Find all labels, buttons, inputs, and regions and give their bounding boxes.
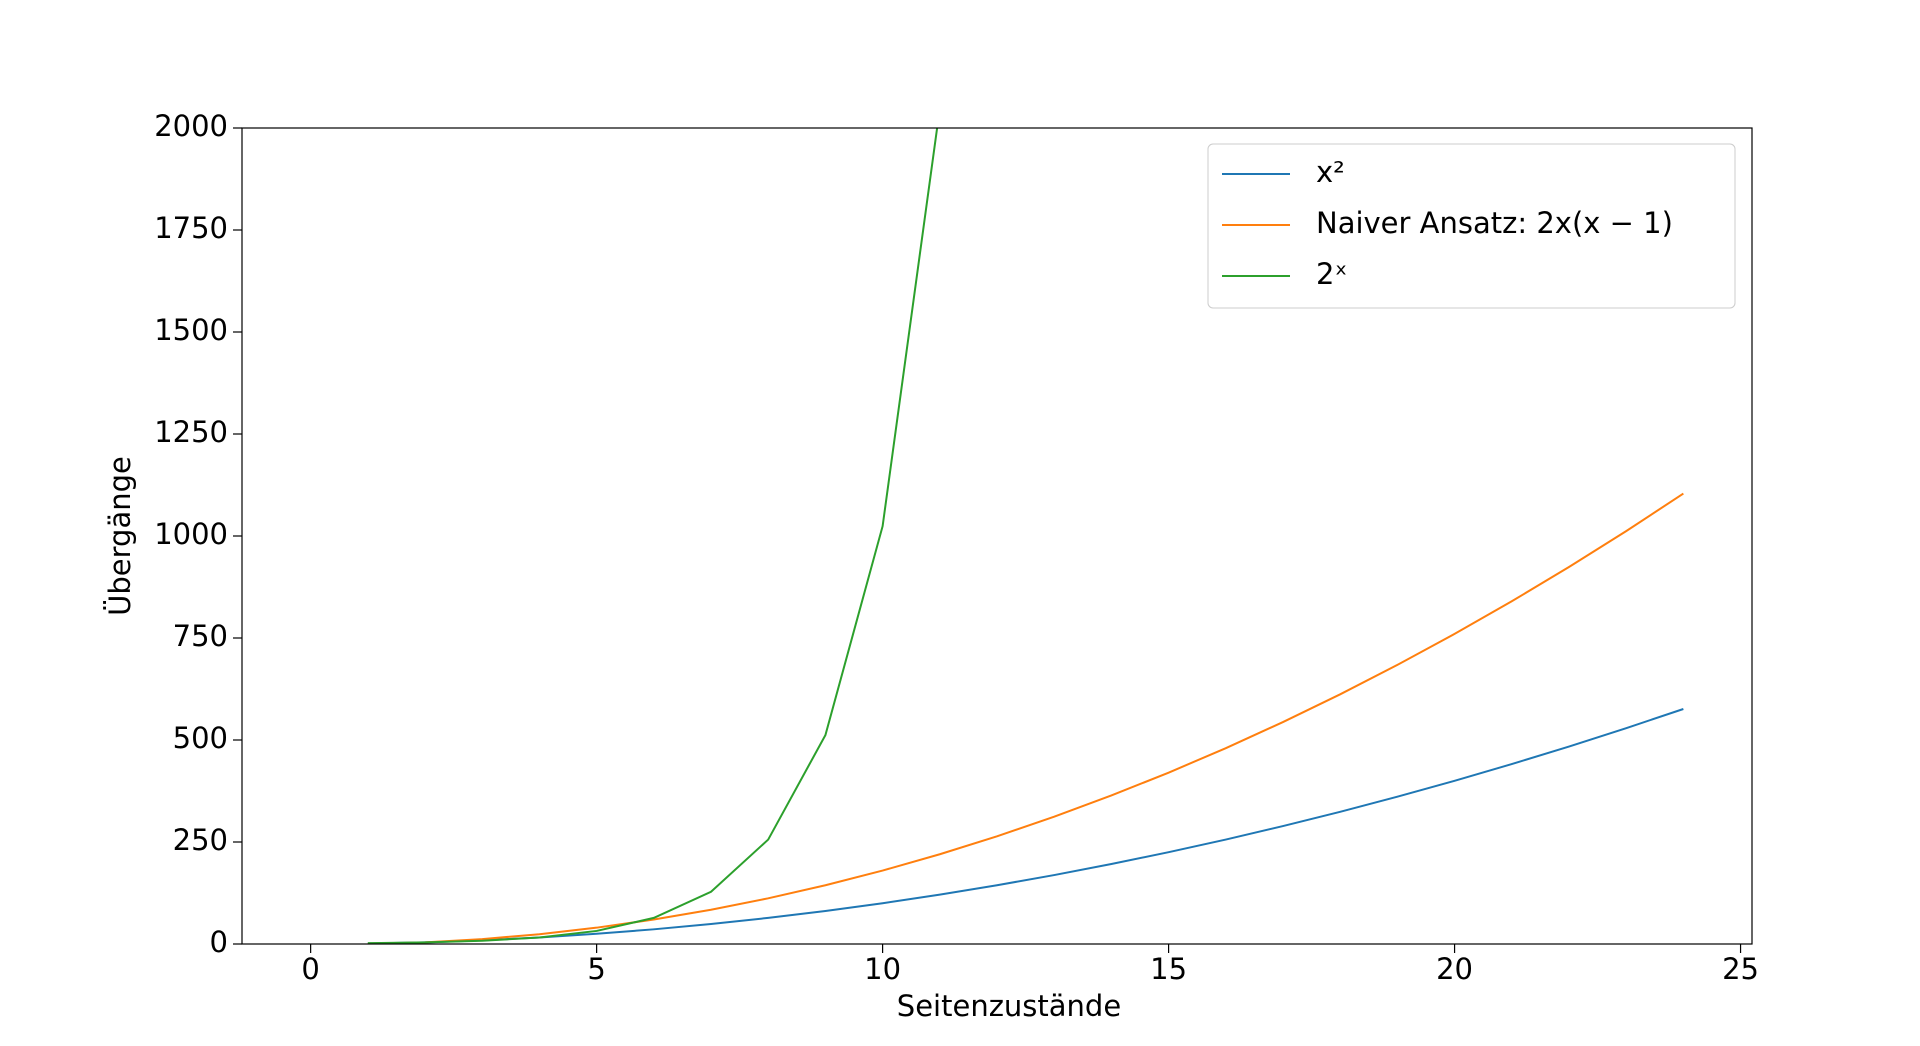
y-tick-label: 2000 (154, 109, 228, 143)
y-tick-label: 1000 (154, 517, 228, 551)
y-tick-label: 250 (173, 823, 228, 857)
y-tick-label: 1500 (154, 313, 228, 347)
legend-label: Naiver Ansatz: 2x(x − 1) (1316, 206, 1673, 240)
plot-area (367, 128, 1684, 944)
x-tick-label: 5 (587, 952, 605, 986)
x-tick-label: 15 (1150, 952, 1187, 986)
y-tick-label: 750 (173, 619, 228, 653)
legend-box (1207, 143, 1736, 309)
line-series (367, 708, 1684, 944)
x-axis-label: Seitenzustände (897, 989, 1121, 1023)
x-tick-label: 20 (1436, 952, 1473, 986)
x-tick-label: 10 (864, 952, 901, 986)
x-tick-label: 25 (1722, 952, 1759, 986)
x-tick-label: 0 (301, 952, 319, 986)
plot-frame (241, 127, 1753, 945)
legend-label: 2ˣ (1316, 257, 1347, 291)
line-series (367, 128, 939, 944)
line-series (367, 492, 1684, 944)
y-tick-label: 0 (210, 925, 228, 959)
y-tick-label: 500 (173, 721, 228, 755)
y-tick-label: 1750 (154, 211, 228, 245)
y-tick-label: 1250 (154, 415, 228, 449)
legend-label: x² (1316, 155, 1345, 189)
y-axis-label: Übergänge (103, 456, 137, 616)
